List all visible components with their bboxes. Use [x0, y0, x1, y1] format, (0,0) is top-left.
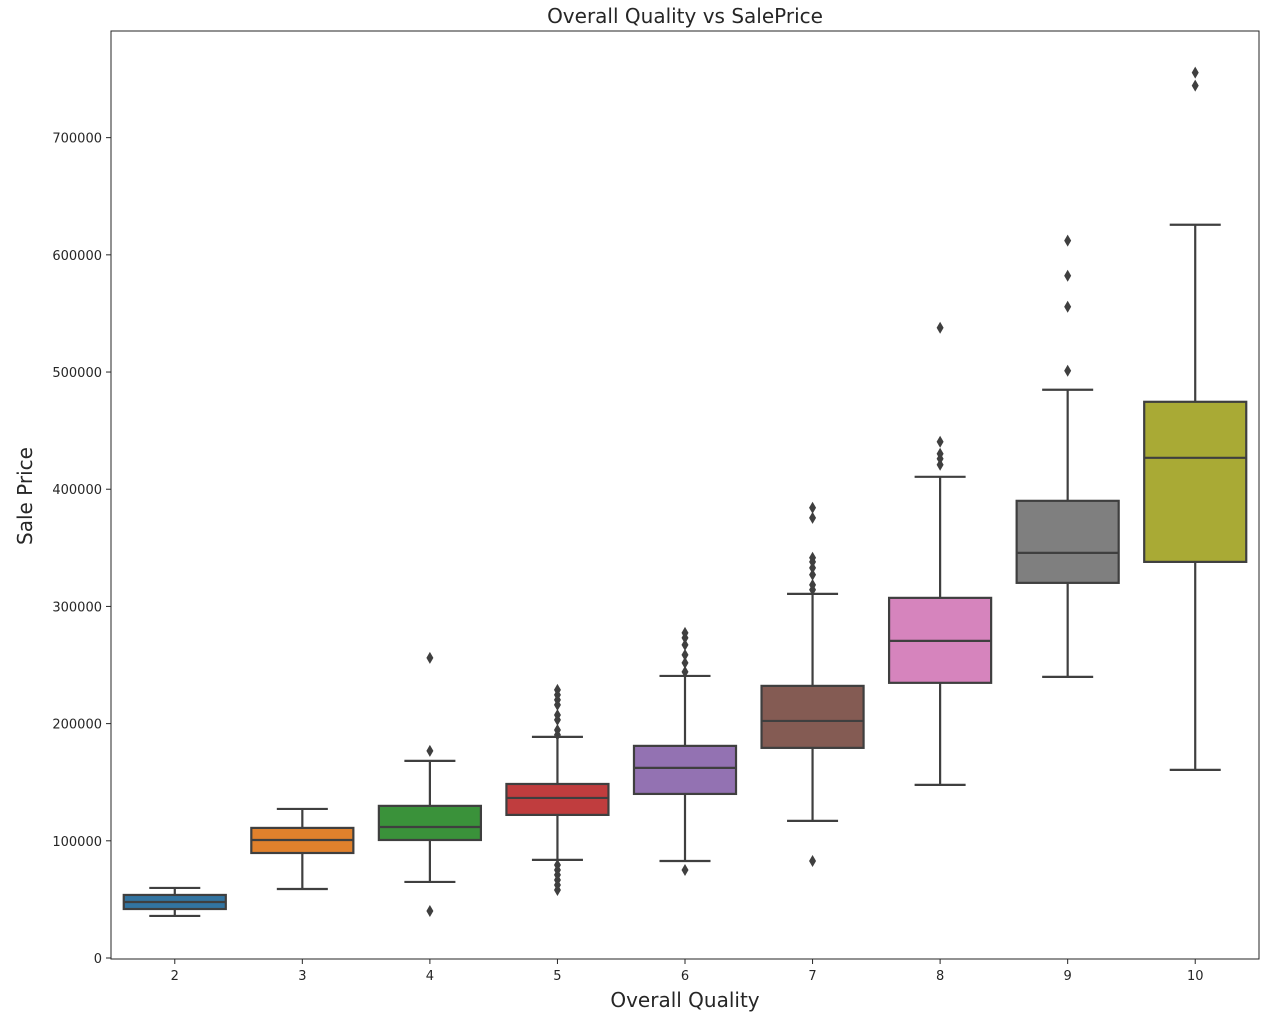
outlier-point	[1191, 79, 1199, 92]
plot-area: 0 100000 200000 300000 400000 500000 600000 700…	[52, 66, 1248, 984]
x-tick-label: 7	[808, 969, 816, 984]
y-tick-label: 100000	[52, 835, 102, 850]
box-iqr	[760, 684, 865, 749]
x-tick-label: 9	[1064, 969, 1072, 984]
box-iqr	[505, 782, 610, 817]
box-10	[1143, 66, 1248, 772]
outlier-point	[553, 884, 561, 897]
box-6	[632, 626, 738, 876]
box-4	[377, 651, 483, 918]
outlier-point	[681, 863, 689, 876]
chart-title: Overall Quality vs SalePrice	[547, 4, 823, 28]
outlier-point	[1064, 364, 1072, 377]
outlier-point	[1064, 300, 1072, 313]
outlier-point	[553, 713, 561, 726]
outlier-point	[1064, 234, 1072, 247]
x-tick-label: 2	[171, 969, 179, 984]
outlier-point	[809, 501, 817, 514]
box-iqr	[377, 804, 483, 842]
outlier-point	[553, 728, 561, 741]
y-tick-label: 200000	[52, 718, 102, 733]
y-tick-label: 700000	[52, 132, 102, 147]
x-tick-label: 8	[936, 969, 944, 984]
outlier-point	[681, 638, 689, 651]
outlier-point	[681, 665, 689, 678]
outlier-point	[681, 656, 689, 669]
outlier-point	[809, 568, 817, 581]
y-tick-label: 300000	[52, 600, 102, 615]
box-2	[122, 886, 227, 918]
box-9	[1015, 234, 1120, 678]
outlier-point	[426, 905, 434, 918]
outlier-point	[1191, 66, 1199, 79]
box-7	[760, 501, 865, 867]
outlier-point	[681, 648, 689, 661]
outlier-point	[809, 854, 817, 867]
x-tick-label: 6	[681, 969, 689, 984]
box-8	[887, 321, 993, 787]
x-tick-label: 10	[1187, 969, 1204, 984]
box-iqr	[1143, 400, 1248, 563]
outlier-point	[809, 578, 817, 591]
outlier-point	[426, 744, 434, 757]
outlier-point	[553, 698, 561, 711]
box-3	[250, 807, 355, 891]
x-tick-label: 3	[298, 969, 306, 984]
y-tick-label: 500000	[52, 366, 102, 381]
x-axis-label: Overall Quality	[610, 988, 759, 1012]
outlier-point	[681, 626, 689, 639]
box-5	[505, 683, 610, 897]
box-iqr	[1015, 499, 1120, 584]
outlier-point	[936, 447, 944, 460]
y-tick-label: 400000	[52, 483, 102, 498]
outlier-point	[426, 651, 434, 664]
axes-frame	[110, 30, 1260, 960]
outlier-point	[809, 551, 817, 564]
outlier-point	[1064, 269, 1072, 282]
outlier-point	[809, 511, 817, 524]
y-tick-label: 0	[94, 952, 102, 967]
outlier-point	[936, 321, 944, 334]
x-tick-label: 5	[553, 969, 561, 984]
box-iqr	[632, 744, 738, 796]
y-axis-label: Sale Price	[13, 447, 37, 545]
x-tick-label: 4	[426, 969, 434, 984]
outlier-point	[936, 435, 944, 448]
y-tick-label: 600000	[52, 249, 102, 264]
